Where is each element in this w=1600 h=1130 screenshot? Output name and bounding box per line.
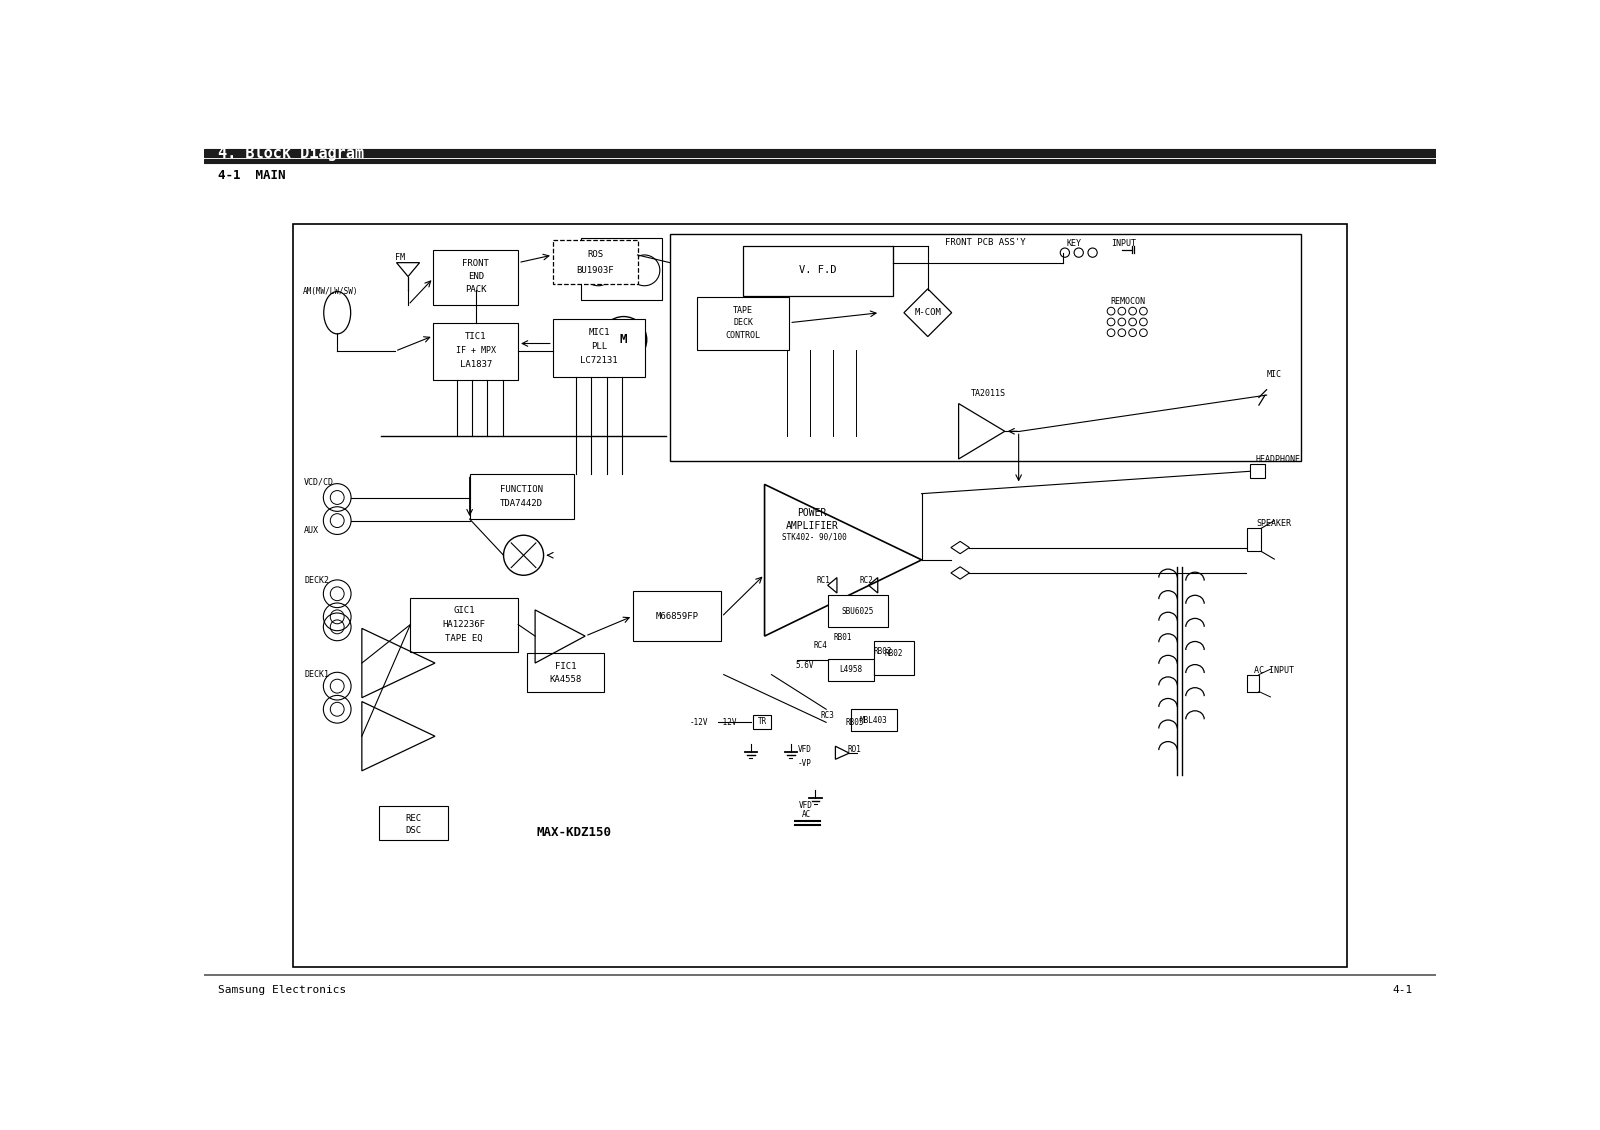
Text: ROS: ROS: [587, 251, 603, 260]
Bar: [554, 240, 637, 285]
Text: FM: FM: [395, 253, 405, 262]
Bar: [470, 475, 574, 519]
Text: TR: TR: [758, 718, 766, 727]
Text: POWER: POWER: [798, 507, 827, 518]
Text: SPEAKER: SPEAKER: [1258, 519, 1291, 528]
Bar: [827, 594, 888, 627]
Bar: [742, 245, 893, 296]
Text: MIC: MIC: [1267, 370, 1282, 379]
Text: -VP: -VP: [798, 758, 811, 767]
Text: FIC1: FIC1: [555, 662, 576, 670]
Text: AMPLIFIER: AMPLIFIER: [786, 521, 838, 531]
Text: MAX-KDZ150: MAX-KDZ150: [536, 826, 611, 838]
Text: IF + MPX: IF + MPX: [456, 346, 496, 355]
Text: CONTROL: CONTROL: [725, 331, 760, 340]
Bar: [754, 714, 771, 729]
Text: LA1837: LA1837: [459, 359, 491, 368]
Bar: [874, 641, 914, 675]
Text: RC3: RC3: [821, 711, 835, 720]
Text: RB05: RB05: [845, 718, 864, 727]
Text: Samsung Electronics: Samsung Electronics: [218, 985, 346, 996]
Text: VFD: VFD: [800, 801, 813, 810]
Bar: [851, 710, 898, 731]
Text: REC: REC: [405, 814, 421, 823]
Text: AUX: AUX: [304, 527, 318, 536]
Text: END: END: [467, 272, 483, 281]
Text: FUNCTION: FUNCTION: [499, 485, 542, 494]
Text: RC2: RC2: [859, 576, 874, 585]
Text: M-COM: M-COM: [914, 308, 941, 318]
Text: 4. Block Diagram: 4. Block Diagram: [218, 146, 363, 162]
Text: V. F.D: V. F.D: [798, 266, 837, 276]
Bar: [1248, 675, 1259, 692]
Bar: [410, 598, 518, 652]
Text: KA4558: KA4558: [550, 675, 582, 684]
Bar: [581, 238, 662, 299]
Text: RC4: RC4: [813, 641, 827, 650]
Bar: [434, 250, 518, 305]
Text: TAPE: TAPE: [733, 306, 754, 315]
Bar: [528, 653, 605, 692]
Text: REMOCON: REMOCON: [1110, 297, 1146, 305]
Text: M66859FP: M66859FP: [656, 611, 698, 620]
Text: PLL: PLL: [590, 342, 606, 351]
Text: -12V: -12V: [718, 718, 738, 727]
Text: RO1: RO1: [848, 745, 861, 754]
Text: DECK: DECK: [733, 319, 754, 328]
Bar: [293, 224, 1347, 967]
Text: KEY: KEY: [1067, 238, 1082, 247]
Text: MIC1: MIC1: [589, 328, 610, 337]
Bar: [205, 149, 1437, 157]
Text: AC: AC: [802, 810, 811, 819]
Bar: [698, 297, 789, 349]
Text: HA12236F: HA12236F: [443, 620, 486, 629]
Text: HEADPHONE: HEADPHONE: [1256, 454, 1301, 463]
Text: DSC: DSC: [405, 826, 421, 835]
Bar: [554, 319, 645, 376]
Text: MBL403: MBL403: [861, 715, 888, 724]
Text: L4958: L4958: [840, 666, 862, 675]
Text: 5.6V: 5.6V: [795, 661, 814, 670]
Text: 4-1  MAIN: 4-1 MAIN: [218, 170, 285, 182]
Text: DECK2: DECK2: [304, 576, 330, 585]
Bar: [205, 158, 1437, 163]
Text: RB01: RB01: [834, 633, 853, 642]
Text: RB02: RB02: [885, 649, 902, 658]
Text: VCD/CD: VCD/CD: [304, 478, 334, 487]
Text: LC72131: LC72131: [581, 356, 618, 365]
Bar: [1250, 464, 1266, 478]
Text: TDA7442D: TDA7442D: [499, 499, 542, 508]
Text: FRONT PCB ASS'Y: FRONT PCB ASS'Y: [946, 238, 1026, 247]
Bar: [670, 234, 1301, 461]
Text: VFD: VFD: [798, 745, 811, 754]
Text: SBU6025: SBU6025: [842, 607, 874, 616]
Text: TIC1: TIC1: [466, 332, 486, 341]
Text: DECK1: DECK1: [304, 670, 330, 679]
Text: INPUT: INPUT: [1112, 238, 1136, 247]
Text: FRONT: FRONT: [462, 259, 490, 268]
Text: TA2011S: TA2011S: [970, 389, 1005, 398]
Text: 4-1: 4-1: [1392, 985, 1413, 996]
Text: BU1903F: BU1903F: [576, 266, 614, 275]
Bar: [1248, 529, 1261, 551]
Text: AM(MW/LW/SW): AM(MW/LW/SW): [304, 287, 358, 296]
Text: -12V: -12V: [690, 718, 709, 727]
Bar: [379, 806, 448, 840]
Text: GIC1: GIC1: [453, 606, 475, 615]
Bar: [827, 659, 874, 680]
Text: AC INPUT: AC INPUT: [1254, 667, 1294, 676]
Text: PACK: PACK: [466, 285, 486, 294]
Text: M: M: [619, 333, 627, 346]
Text: RC1: RC1: [818, 576, 830, 585]
Text: STK402- 90/100: STK402- 90/100: [782, 532, 846, 541]
Bar: [634, 591, 722, 642]
Bar: [434, 323, 518, 381]
Text: RB02: RB02: [874, 647, 893, 657]
Text: TAPE EQ: TAPE EQ: [445, 634, 483, 643]
